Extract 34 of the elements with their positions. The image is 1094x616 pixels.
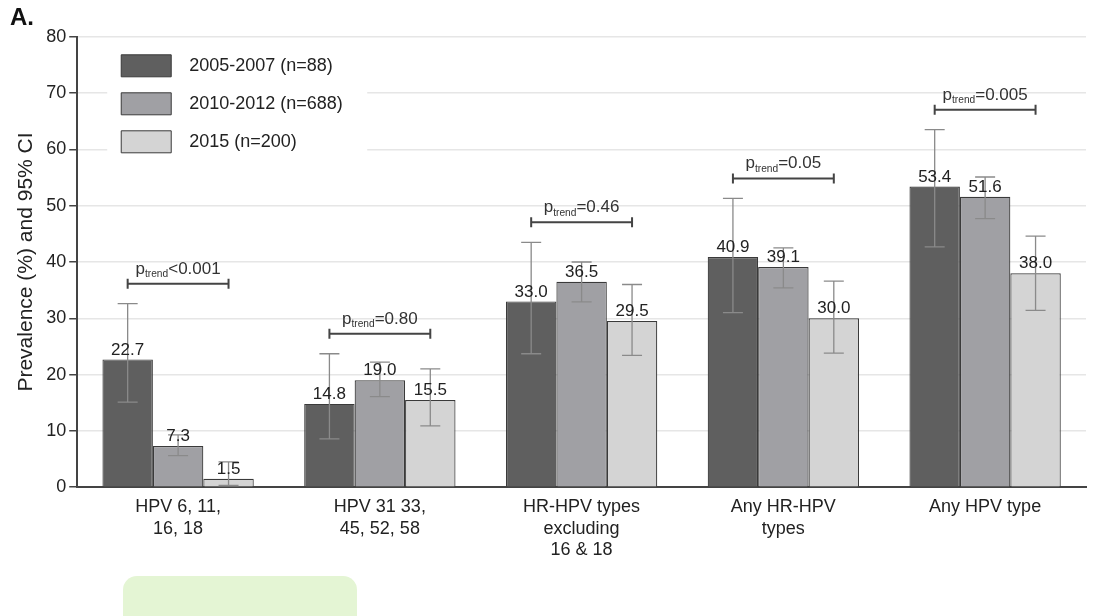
- x-tick-label: Any HPV type: [929, 495, 1042, 516]
- y-tick-label: 70: [46, 82, 67, 103]
- y-tick-label: 40: [46, 250, 67, 271]
- y-tick-label: 60: [46, 138, 67, 159]
- y-tick-label: 0: [56, 476, 67, 497]
- data-label: 40.9: [716, 237, 750, 257]
- y-tick-label: 20: [46, 363, 67, 384]
- x-tick-label: HPV 6, 11, 16, 18: [135, 495, 221, 538]
- data-label: 14.8: [312, 384, 346, 404]
- data-label: 1.5: [216, 458, 241, 478]
- data-label: 15.5: [413, 380, 447, 400]
- data-label: 7.3: [166, 426, 190, 446]
- data-label: 22.7: [111, 339, 145, 359]
- chart-title: A.: [10, 3, 34, 31]
- data-label: 19.0: [363, 360, 397, 380]
- y-tick-label: 30: [46, 307, 67, 328]
- data-label: 39.1: [766, 247, 800, 267]
- data-label: 29.5: [615, 301, 649, 321]
- legend-label: 2005-2007 (n=88): [189, 54, 333, 75]
- x-tick-label: HR-HPV types excluding 16 & 18: [523, 495, 641, 560]
- data-label: 36.5: [565, 261, 599, 281]
- y-tick-label: 80: [46, 25, 67, 46]
- x-tick-label: Any HR-HPV types: [730, 495, 836, 538]
- data-label: 30.0: [817, 298, 851, 318]
- y-tick-label: 10: [46, 419, 67, 440]
- data-label: 38.0: [1019, 253, 1053, 273]
- y-tick-label: 50: [46, 194, 67, 215]
- legend-label: 2010-2012 (n=688): [189, 92, 343, 113]
- legend-label: 2015 (n=200): [189, 130, 297, 151]
- x-tick-label: HPV 31 33, 45, 52, 58: [333, 495, 426, 538]
- y-axis-title: Prevalence (%) and 95% CI: [13, 132, 37, 392]
- data-label: 51.6: [968, 176, 1002, 196]
- data-label: 33.0: [514, 281, 548, 301]
- data-label: 53.4: [918, 166, 952, 186]
